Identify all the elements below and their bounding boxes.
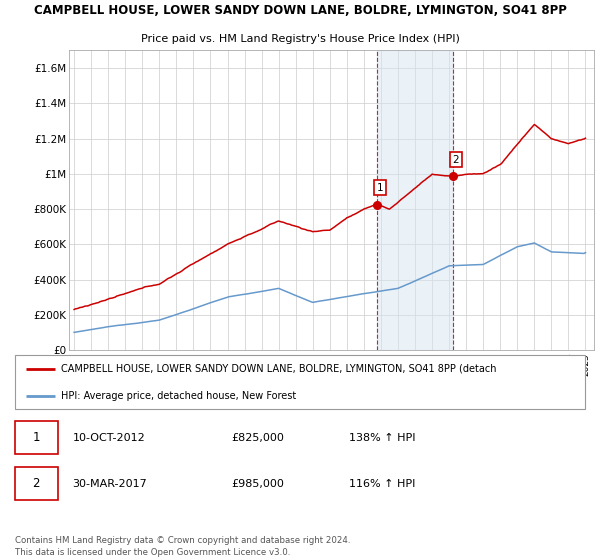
Text: Price paid vs. HM Land Registry's House Price Index (HPI): Price paid vs. HM Land Registry's House … bbox=[140, 34, 460, 44]
FancyBboxPatch shape bbox=[15, 467, 58, 500]
Text: CAMPBELL HOUSE, LOWER SANDY DOWN LANE, BOLDRE, LYMINGTON, SO41 8PP: CAMPBELL HOUSE, LOWER SANDY DOWN LANE, B… bbox=[34, 3, 566, 17]
FancyBboxPatch shape bbox=[15, 355, 585, 409]
Text: 2: 2 bbox=[32, 477, 40, 490]
Text: Contains HM Land Registry data © Crown copyright and database right 2024.
This d: Contains HM Land Registry data © Crown c… bbox=[15, 536, 350, 557]
Text: 30-MAR-2017: 30-MAR-2017 bbox=[73, 479, 147, 489]
FancyBboxPatch shape bbox=[15, 422, 58, 454]
Text: £985,000: £985,000 bbox=[231, 479, 284, 489]
Text: 1: 1 bbox=[376, 183, 383, 193]
Text: CAMPBELL HOUSE, LOWER SANDY DOWN LANE, BOLDRE, LYMINGTON, SO41 8PP (detach: CAMPBELL HOUSE, LOWER SANDY DOWN LANE, B… bbox=[61, 363, 496, 374]
Text: 116% ↑ HPI: 116% ↑ HPI bbox=[349, 479, 415, 489]
Text: 138% ↑ HPI: 138% ↑ HPI bbox=[349, 433, 415, 443]
Text: £825,000: £825,000 bbox=[231, 433, 284, 443]
Text: 1: 1 bbox=[32, 431, 40, 444]
Text: HPI: Average price, detached house, New Forest: HPI: Average price, detached house, New … bbox=[61, 391, 296, 401]
Text: 10-OCT-2012: 10-OCT-2012 bbox=[73, 433, 145, 443]
Bar bbox=[377, 50, 454, 350]
Text: 2: 2 bbox=[452, 155, 459, 165]
